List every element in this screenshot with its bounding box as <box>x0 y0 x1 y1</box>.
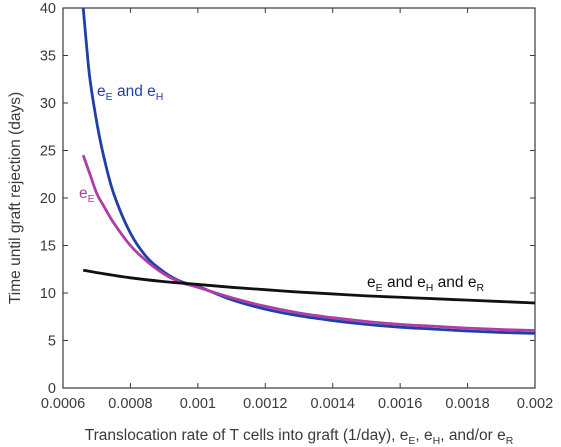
y-tick-label: 40 <box>40 1 56 17</box>
y-tick-label: 30 <box>40 96 56 112</box>
series-label-eE-and-eH: eE and eH <box>97 83 163 103</box>
ticks: 0.0006 0.0008 0.001 0.0012 0.0014 0.0016 0.001… <box>40 1 553 412</box>
x-tick-label: 0.002 <box>517 396 553 412</box>
series-lines <box>81 7 536 335</box>
y-tick-label: 35 <box>40 49 56 65</box>
series-line-eE-and-eH-and-eR <box>82 268 536 305</box>
y-tick-label: 10 <box>40 286 56 302</box>
y-tick-label: 20 <box>40 191 56 207</box>
y-tick-label: 0 <box>48 381 56 397</box>
y-tick-label: 5 <box>48 334 56 350</box>
series-label-eE: eE <box>79 185 95 205</box>
x-tick-label: 0.0008 <box>108 396 152 412</box>
y-tick-label: 15 <box>40 239 56 255</box>
x-tick-label: 0.001 <box>180 396 216 412</box>
x-tick-label: 0.0018 <box>445 396 489 412</box>
x-tick-label: 0.0012 <box>243 396 287 412</box>
x-tick-label: 0.0006 <box>41 396 85 412</box>
x-tick-label: 0.0016 <box>378 396 422 412</box>
series-label-eE-and-eH-and-eR: eE and eH and eR <box>367 274 484 294</box>
y-axis-title: Time until graft rejection (days) <box>7 92 24 304</box>
series-line-eE <box>81 154 536 332</box>
x-axis-title: Translocation rate of T cells into graft… <box>85 427 514 447</box>
y-tick-label: 25 <box>40 144 56 160</box>
x-tick-label: 0.0014 <box>311 396 355 412</box>
